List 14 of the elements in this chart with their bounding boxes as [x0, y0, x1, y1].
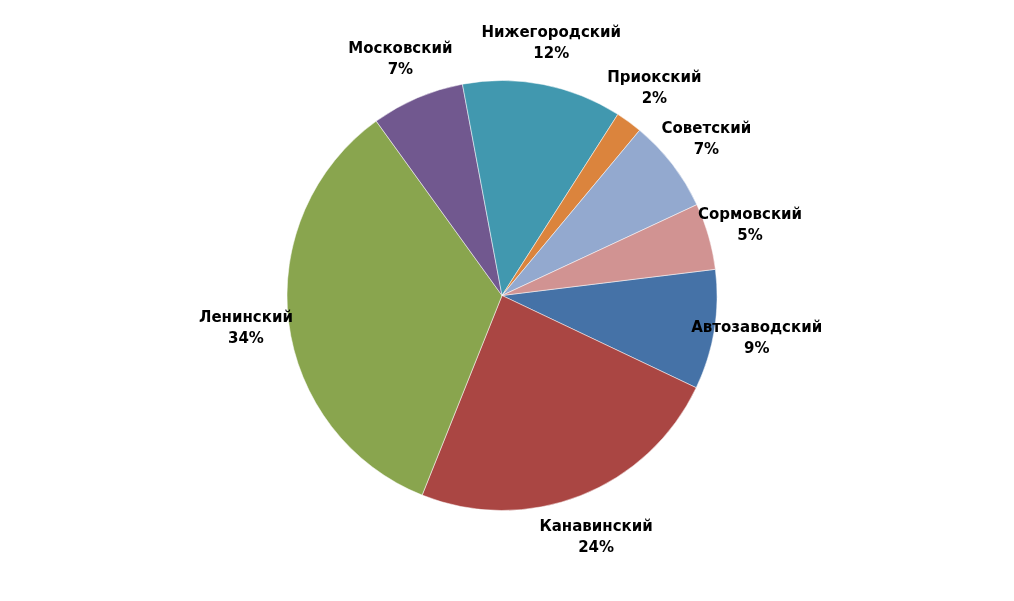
data-label: 24% — [578, 537, 615, 556]
data-label: 34% — [227, 328, 264, 347]
data-label: 7% — [693, 140, 720, 159]
data-label: 7% — [387, 60, 414, 79]
slice-label: Нижегородский — [481, 23, 622, 42]
slice-label: Советский — [661, 119, 752, 138]
slice-label: Сормовский — [697, 205, 803, 224]
data-label: 2% — [641, 89, 668, 108]
data-label: 5% — [737, 226, 763, 245]
slice-label: Канавинский — [539, 516, 653, 535]
slice-label: Приокский — [607, 68, 702, 87]
data-label: 12% — [533, 44, 570, 63]
data-label: 9% — [743, 338, 770, 357]
slice-label: Московский — [348, 39, 453, 58]
